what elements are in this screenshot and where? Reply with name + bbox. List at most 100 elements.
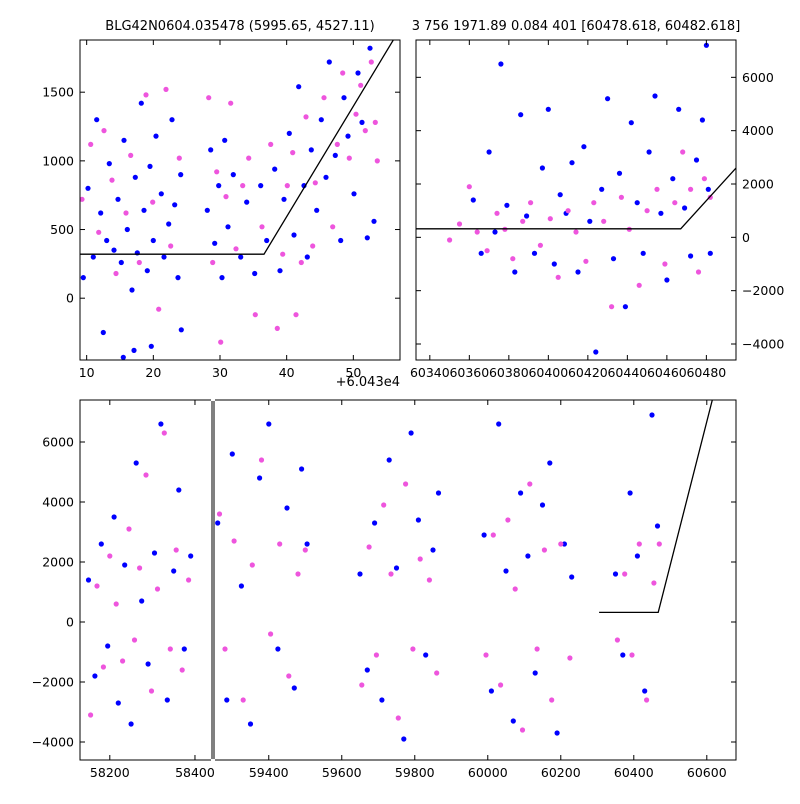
bottom-point-series0-40 [415,517,421,523]
bottom-xtick-label-7: 60400 [614,765,654,780]
top-left-point-series0-34 [225,224,231,230]
top-left-point-series1-13 [168,243,174,249]
top-left-point-series0-55 [338,237,344,244]
bottom-point-series0-2 [98,541,104,547]
top-left-point-series0-67 [178,327,184,333]
top-right-point-series1-17 [601,218,607,224]
top-left-point-series1-30 [290,150,296,156]
top-right-point-series0-4 [498,61,504,67]
bottom-point-series0-60 [634,553,641,559]
top-left-point-series0-43 [281,196,287,202]
bottom-point-series0-14 [171,568,177,574]
top-left-point-series1-42 [358,82,364,88]
top-left-point-series0-30 [212,240,218,246]
bottom-point-series1-0 [88,712,94,718]
top-left-point-series1-36 [321,95,327,101]
bottom-point-series1-28 [295,571,301,577]
top-left-point-series0-58 [351,191,357,197]
bottom-point-series0-42 [430,547,436,553]
bottom-point-series1-38 [417,556,423,562]
bottom-plot-area [85,400,713,742]
bottom-point-series1-11 [154,586,161,592]
top-right-xtick-label-6: 60460 [647,365,687,380]
top-left-point-series0-36 [238,254,244,260]
bottom-point-series0-26 [266,421,272,427]
bottom-break-top [211,399,215,401]
top-left-point-series1-23 [246,155,252,161]
top-left-point-series0-21 [158,191,164,197]
top-right-point-series0-13 [557,192,563,198]
top-left-point-series0-6 [106,161,112,167]
top-right-point-series0-23 [616,170,623,176]
top-left-point-series0-8 [115,196,121,202]
bottom-point-series0-59 [627,490,633,496]
top-right-point-series1-8 [520,218,526,224]
top-right-point-series0-7 [518,112,524,118]
bottom-point-series1-22 [240,697,246,703]
bottom-point-series1-27 [286,673,292,679]
bottom-point-series0-32 [357,571,363,577]
bottom-point-series0-31 [304,541,310,547]
bottom-point-series1-9 [143,472,149,478]
top-left-point-series0-20 [153,133,159,139]
bottom-ytick-label-1: −2000 [32,675,74,690]
top-left-point-series1-10 [150,199,156,205]
bottom-point-series0-53 [547,460,553,466]
bottom-point-series0-12 [158,421,164,427]
top-right-point-series1-12 [555,274,561,280]
bottom-point-series0-24 [247,721,254,727]
bottom-point-series1-43 [498,682,504,688]
top-left-point-series1-12 [163,86,169,92]
top-left-point-series0-13 [132,174,138,180]
top-right-frame [415,39,737,361]
top-left-point-series0-44 [286,130,292,136]
bottom-point-series0-33 [364,667,370,673]
top-left-ytick-label-2: 1000 [42,153,74,168]
top-right-point-series0-20 [599,186,605,192]
top-right-point-series1-29 [701,176,708,182]
top-right-ytick-label-1: −2000 [742,283,784,298]
bottom-point-series0-43 [435,490,442,496]
bottom-point-series0-16 [181,646,187,652]
top-left-point-series1-26 [268,141,274,147]
bottom-ytick-label-2: 0 [66,615,74,630]
bottom-point-series1-25 [268,631,274,637]
top-left-point-series0-2 [90,254,96,260]
top-left-ytick-label-0: 0 [66,291,74,306]
top-right-point-series0-19 [593,349,599,355]
top-left-point-series1-35 [312,180,318,186]
top-right-point-series1-16 [591,200,597,206]
bottom-xtick-label-4: 59800 [395,765,435,780]
top-left-point-series1-5 [113,270,119,277]
top-left-point-series0-65 [120,354,126,360]
top-left-point-series0-23 [166,221,172,227]
top-left-point-series1-38 [334,141,340,147]
bottom-point-series0-15 [176,487,182,493]
bottom-point-series0-41 [423,652,429,658]
top-left-point-series0-62 [367,45,373,51]
top-right-xtick-label-3: 60400 [528,365,568,380]
top-right-point-series0-28 [646,149,652,155]
bottom-point-series0-27 [275,646,281,652]
bottom-frame-segment-0 [79,399,213,761]
top-left-point-series1-7 [128,152,134,158]
top-right-point-series1-14 [573,229,579,235]
top-right-point-series0-22 [610,256,617,262]
top-left-point-series0-39 [258,183,264,189]
top-left-point-series1-14 [176,155,182,161]
bottom-point-series1-37 [410,646,416,652]
top-left-point-series1-40 [346,155,352,161]
top-right-point-series1-11 [547,216,553,222]
bottom-point-series0-25 [257,475,263,481]
top-left-xtick-label-2: 30 [212,365,228,380]
bottom-point-series0-29 [291,685,297,691]
bottom-point-series1-53 [614,637,621,643]
bottom-point-series1-31 [366,544,372,550]
top-right-point-series0-5 [504,202,510,208]
bottom-point-series1-47 [527,481,533,487]
bottom-point-series0-6 [122,562,128,568]
bottom-point-series1-52 [567,655,573,661]
top-left-point-series0-24 [169,117,175,123]
top-right-point-series0-1 [478,250,484,256]
bottom-point-series1-51 [558,541,564,547]
